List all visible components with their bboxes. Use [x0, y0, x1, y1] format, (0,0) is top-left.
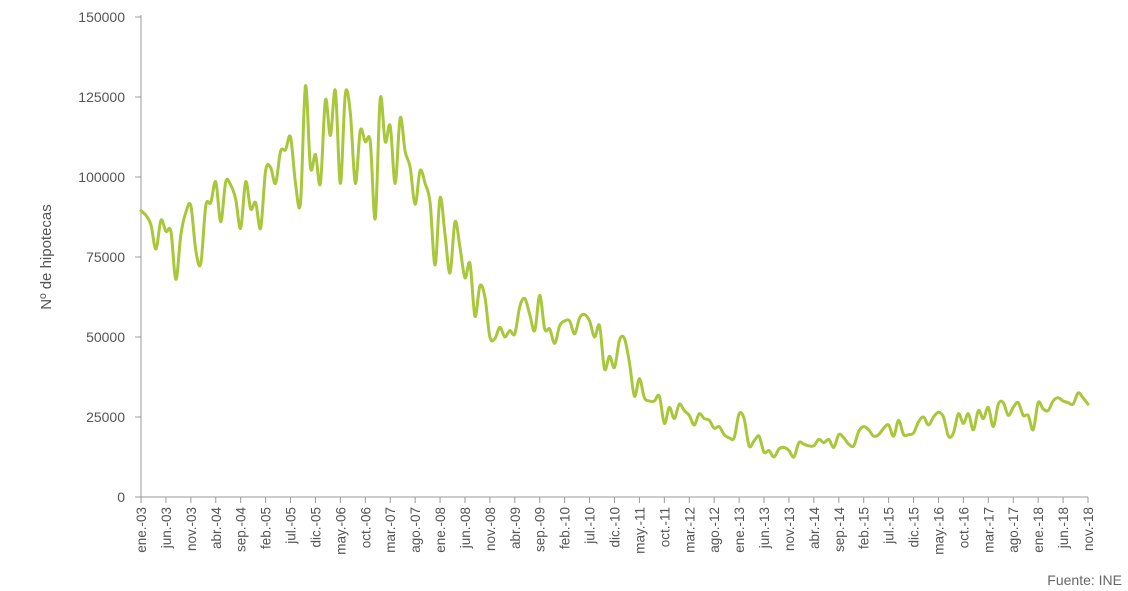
y-tick-label: 100000	[78, 169, 125, 185]
x-tick-label: oct.-06	[358, 507, 373, 548]
x-tick-label: sep.-09	[533, 507, 548, 552]
x-tick-label: oct.-16	[956, 507, 971, 548]
x-tick-label: may.-11	[632, 507, 647, 554]
x-tick-label: mar.-12	[682, 507, 697, 553]
series-group	[139, 84, 1090, 459]
x-tick-label: ene.-18	[1031, 507, 1046, 553]
x-tick-label: jul.-15	[882, 507, 897, 545]
x-tick-label: nov.-03	[184, 507, 199, 551]
x-tick-label: abr.-14	[807, 507, 822, 550]
x-tick-label: feb.-15	[857, 507, 872, 549]
x-tick-label: feb.-05	[259, 507, 274, 549]
source-note: Fuente: INE	[1047, 572, 1122, 588]
x-tick-label: mar.-07	[383, 507, 398, 553]
x-tick-label: dic.-15	[907, 507, 922, 548]
x-tick-label: abr.-09	[508, 507, 523, 549]
x-tick-label: ene.-13	[732, 507, 747, 553]
y-tick-label: 50000	[86, 329, 125, 345]
x-tick-label: feb.-10	[558, 507, 573, 549]
x-tick-label: ago.-12	[707, 507, 722, 553]
x-tick-label: nov.-13	[782, 507, 797, 551]
y-tick-label: 125000	[78, 89, 125, 105]
x-tick-label: jul.-10	[583, 507, 598, 545]
series-line	[139, 84, 1090, 459]
x-tick-label: mar.-17	[981, 507, 996, 553]
y-tick-label: 150000	[78, 9, 125, 25]
x-tick-label: jun.-03	[159, 507, 174, 549]
x-tick-label: oct.-11	[657, 507, 672, 547]
x-tick-label: jun.-08	[458, 507, 473, 549]
x-tick-label: sep.-14	[832, 507, 847, 553]
x-tick-label: may.-16	[931, 507, 946, 555]
x-tick-label: jun.-13	[757, 507, 772, 549]
x-tick-label: dic.-05	[308, 507, 323, 548]
x-tick-label: ene.-03	[134, 507, 149, 553]
y-tick-label: 25000	[86, 409, 125, 425]
x-tick-label: nov.-18	[1081, 507, 1096, 551]
x-tick-label: jun.-18	[1056, 507, 1071, 549]
x-tick-label: may.-06	[333, 507, 348, 555]
y-tick-label: 75000	[86, 249, 125, 265]
y-tick-label: 0	[117, 489, 125, 505]
y-axis-label: Nº de hipotecas	[38, 204, 55, 310]
x-tick-label: ago.-17	[1006, 507, 1021, 553]
y-axis: 0 25000 50000 75000 100000 125000 150000	[78, 9, 142, 505]
x-tick-label: abr.-04	[209, 507, 224, 550]
x-tick-label: jul.-05	[284, 507, 299, 545]
x-tick-label: ene.-08	[433, 507, 448, 553]
x-tick-label: nov.-08	[483, 507, 498, 551]
x-tick-label: ago.-07	[408, 507, 423, 553]
x-axis: ene.-03 jun.-03 nov.-03 abr.-04 sep.-04 feb.-…	[134, 496, 1096, 555]
x-tick-label: sep.-04	[234, 507, 249, 553]
x-tick-label: dic.-10	[608, 507, 623, 548]
